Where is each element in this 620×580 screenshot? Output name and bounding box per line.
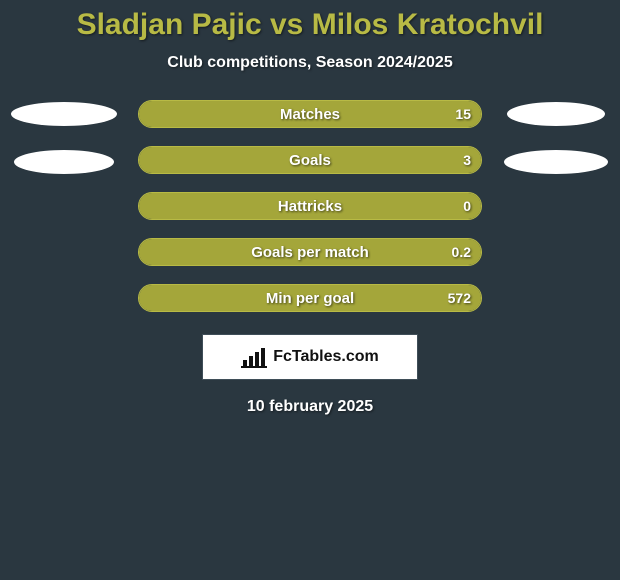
stat-bar-label: Min per goal: [139, 285, 481, 311]
date-line: 10 february 2025: [0, 398, 620, 416]
left-oval-col: [8, 100, 120, 174]
right-oval-0: [507, 102, 605, 126]
stat-bar-value: 15: [455, 101, 471, 127]
brand-badge: FcTables.com: [202, 334, 418, 380]
stat-bar-value: 0.2: [452, 239, 471, 265]
stat-bar-label: Goals: [139, 147, 481, 173]
stat-bar-label: Goals per match: [139, 239, 481, 265]
stat-bar: Matches15: [138, 100, 482, 128]
right-oval-col: [500, 100, 612, 174]
brand-text: FcTables.com: [273, 348, 379, 366]
stat-bar-value: 572: [448, 285, 471, 311]
stats-area: Matches15 Goals3 Hattricks0 Goals per match…: [0, 100, 620, 312]
stat-bar-label: Hattricks: [139, 193, 481, 219]
stat-bar: Min per goal572: [138, 284, 482, 312]
stat-bar-value: 3: [463, 147, 471, 173]
left-oval-1: [14, 150, 114, 174]
subtitle: Club competitions, Season 2024/2025: [0, 54, 620, 72]
stat-bar: Hattricks0: [138, 192, 482, 220]
brand-chart-icon: [241, 346, 267, 368]
left-oval-0: [11, 102, 117, 126]
page-title: Sladjan Pajic vs Milos Kratochvil: [0, 0, 620, 42]
stat-bar: Goals3: [138, 146, 482, 174]
stat-bar-label: Matches: [139, 101, 481, 127]
stat-bar-value: 0: [463, 193, 471, 219]
stat-bars: Matches15 Goals3 Hattricks0 Goals per match…: [138, 100, 482, 312]
right-oval-1: [504, 150, 608, 174]
stat-bar: Goals per match0.2: [138, 238, 482, 266]
